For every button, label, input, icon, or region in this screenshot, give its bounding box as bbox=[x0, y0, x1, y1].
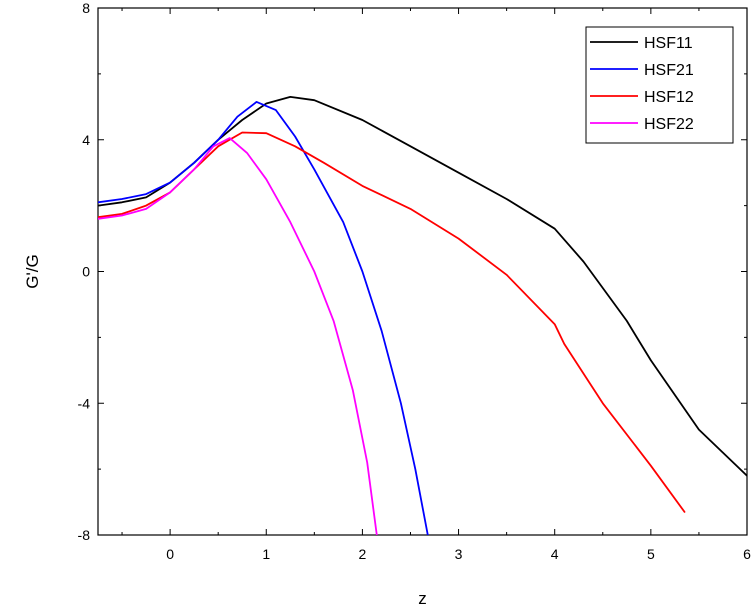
legend-label: HSF11 bbox=[644, 35, 693, 52]
y-axis-title: G'/G bbox=[23, 254, 42, 288]
x-tick-label: 5 bbox=[647, 546, 655, 562]
series-layer bbox=[98, 96, 747, 535]
x-tick-label: 3 bbox=[455, 546, 463, 562]
x-tick-label: 4 bbox=[551, 546, 559, 562]
ticks-layer: 0 1 2 3 4 5 6 -8 -4 0 4 8 bbox=[78, 0, 752, 562]
x-tick-label: 2 bbox=[359, 546, 367, 562]
series-line-hsf21 bbox=[98, 101, 429, 535]
x-tick-label: 1 bbox=[262, 546, 270, 562]
y-tick-label: -4 bbox=[78, 395, 91, 411]
y-tick-label: 4 bbox=[82, 132, 90, 148]
y-tick-label: 0 bbox=[82, 264, 90, 280]
legend: HSF11 HSF21 HSF12 HSF22 bbox=[585, 26, 734, 144]
y-tick-label: -8 bbox=[78, 527, 91, 543]
legend-label: HSF12 bbox=[644, 89, 694, 106]
series-line-hsf22 bbox=[98, 137, 378, 535]
y-tick-label: 8 bbox=[82, 0, 90, 16]
x-tick-label: 0 bbox=[166, 546, 174, 562]
x-axis-title: z bbox=[418, 589, 427, 608]
series-line-hsf11 bbox=[98, 96, 747, 477]
legend-label: HSF22 bbox=[644, 116, 694, 133]
series-line-hsf12 bbox=[98, 131, 686, 513]
x-tick-label: 6 bbox=[743, 546, 751, 562]
legend-label: HSF21 bbox=[644, 62, 694, 79]
